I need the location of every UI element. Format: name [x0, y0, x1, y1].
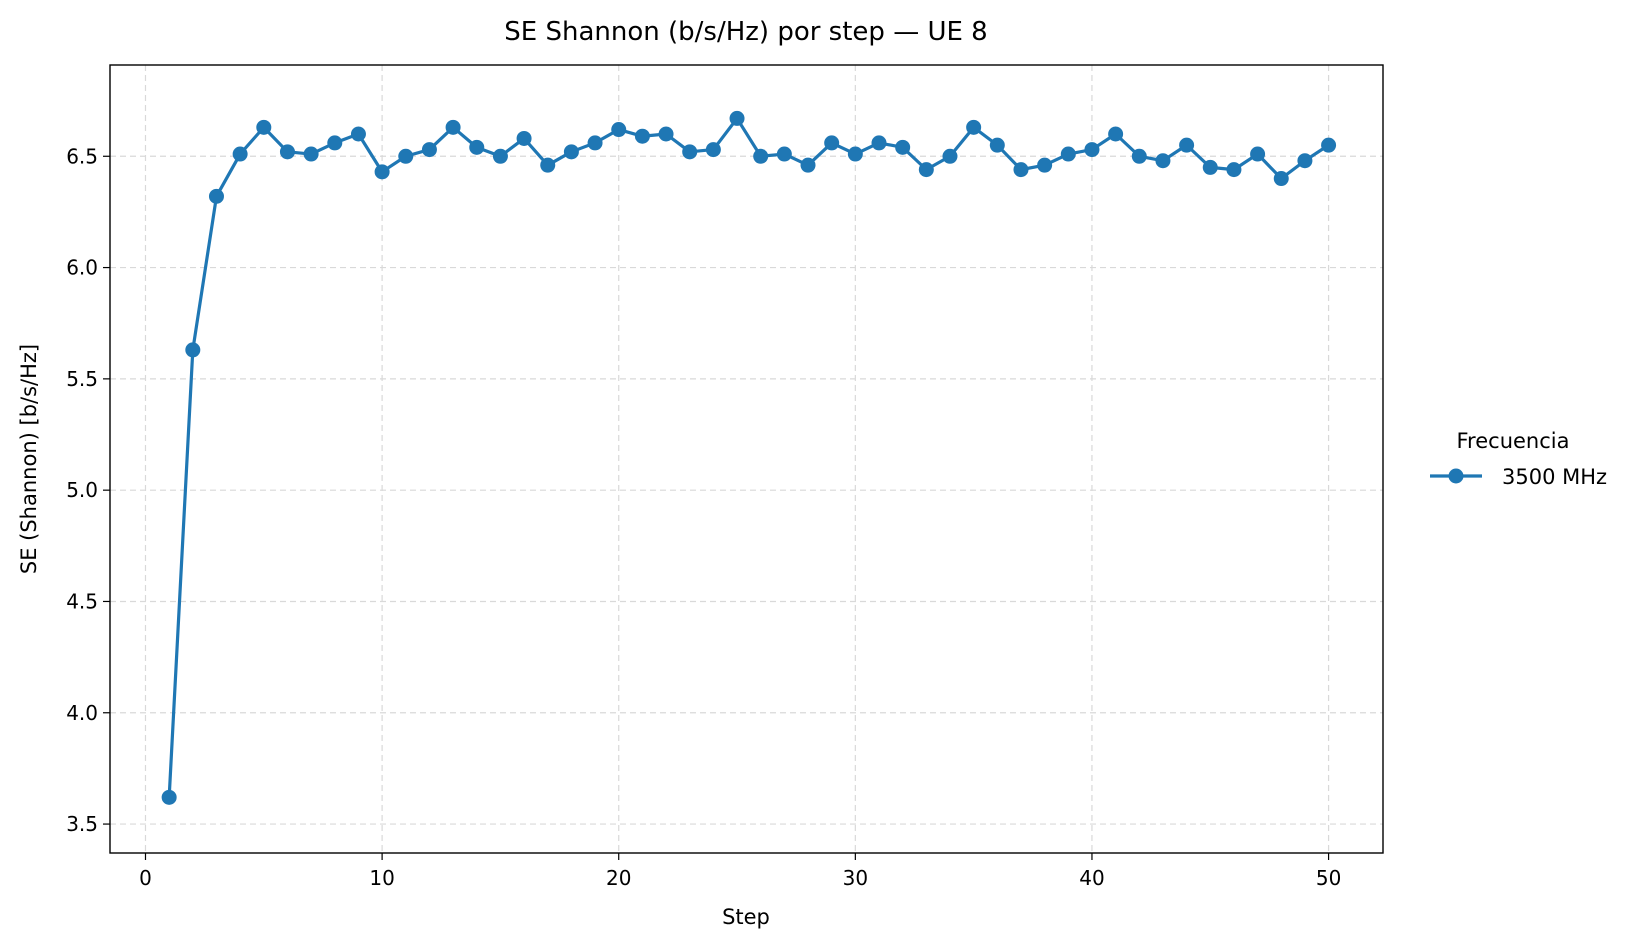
data-point — [421, 142, 437, 158]
data-point — [1108, 126, 1124, 142]
data-point — [824, 135, 840, 151]
legend: Frecuencia 3500 MHz — [1430, 429, 1607, 489]
data-point — [847, 146, 863, 162]
data-point — [989, 137, 1005, 153]
data-point — [256, 119, 272, 135]
data-point — [208, 188, 224, 204]
data-point — [563, 144, 579, 160]
data-point — [540, 157, 556, 173]
data-point — [611, 122, 627, 138]
ticks-layer: 0 10 20 30 40 50 3.5 4.0 4.5 5.0 5.5 6.0 6.5 — [66, 144, 1341, 890]
data-point — [682, 144, 698, 160]
x-tick-label: 0 — [139, 866, 152, 890]
data-point — [1131, 148, 1147, 164]
data-point — [776, 146, 792, 162]
legend-marker — [1448, 468, 1464, 484]
y-tick-label: 4.0 — [66, 701, 98, 725]
data-point — [161, 789, 177, 805]
data-point — [871, 135, 887, 151]
data-point — [634, 128, 650, 144]
data-point — [350, 126, 366, 142]
x-tick-label: 30 — [843, 866, 868, 890]
data-point — [1226, 162, 1242, 178]
x-tick-label: 10 — [369, 866, 394, 890]
data-point — [1179, 137, 1195, 153]
legend-title: Frecuencia — [1457, 429, 1570, 453]
data-point — [587, 135, 603, 151]
data-point — [445, 119, 461, 135]
y-tick-label: 4.5 — [66, 589, 98, 613]
data-point — [658, 126, 674, 142]
data-point — [398, 148, 414, 164]
y-tick-label: 5.5 — [66, 367, 98, 391]
data-point — [1202, 159, 1218, 175]
data-point — [185, 342, 201, 358]
data-point — [966, 119, 982, 135]
data-point — [729, 110, 745, 126]
y-tick-label: 6.0 — [66, 256, 98, 280]
data-point — [492, 148, 508, 164]
data-point — [705, 142, 721, 158]
x-tick-label: 50 — [1316, 866, 1341, 890]
data-point — [1037, 157, 1053, 173]
y-tick-label: 3.5 — [66, 812, 98, 836]
data-point — [279, 144, 295, 160]
legend-label-3500mhz: 3500 MHz — [1502, 465, 1607, 489]
data-point — [1297, 153, 1313, 169]
data-point — [918, 162, 934, 178]
y-tick-label: 5.0 — [66, 478, 98, 502]
series-layer — [161, 110, 1337, 805]
y-tick-label: 6.5 — [66, 144, 98, 168]
plot-area-frame — [109, 64, 1384, 854]
data-point — [327, 135, 343, 151]
data-point — [1321, 137, 1337, 153]
chart-title: SE Shannon (b/s/Hz) por step — UE 8 — [504, 17, 987, 47]
data-point — [1155, 153, 1171, 169]
data-point — [1084, 142, 1100, 158]
data-point — [374, 164, 390, 180]
data-point — [232, 146, 248, 162]
data-point — [1273, 171, 1289, 187]
x-tick-label: 20 — [606, 866, 631, 890]
data-point — [753, 148, 769, 164]
data-point — [516, 130, 532, 146]
data-point — [895, 139, 911, 155]
data-point — [1013, 162, 1029, 178]
y-axis-label: SE (Shannon) [b/s/Hz] — [17, 344, 41, 574]
data-point — [800, 157, 816, 173]
x-tick-label: 40 — [1079, 866, 1104, 890]
series-line — [167, 116, 1331, 799]
data-point — [942, 148, 958, 164]
data-point — [303, 146, 319, 162]
data-point — [1250, 146, 1266, 162]
grid-layer — [110, 65, 1383, 853]
x-axis-label: Step — [722, 905, 770, 929]
data-point — [1060, 146, 1076, 162]
data-point — [469, 139, 485, 155]
